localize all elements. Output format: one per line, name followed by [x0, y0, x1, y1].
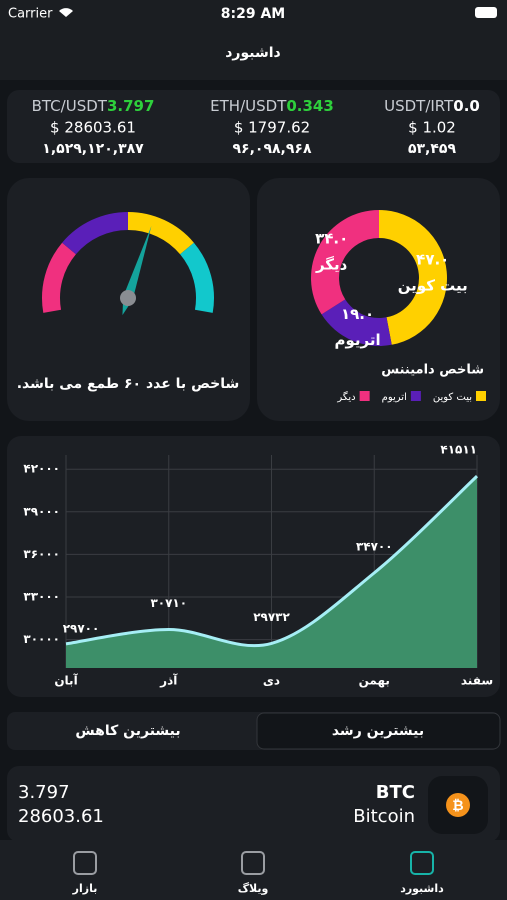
slice-value: ۳۴.۰ — [315, 229, 348, 247]
tab-active — [256, 712, 501, 750]
x-tick-label: سفند — [461, 674, 493, 688]
change: 0.343 — [286, 97, 333, 115]
slice-value: ۱۹.۰ — [341, 305, 374, 323]
coin-price: 28603.61 — [18, 806, 104, 827]
legend-swatch — [476, 391, 486, 401]
dominance-card — [257, 178, 500, 421]
nav-label[interactable]: بازار — [72, 882, 98, 895]
change: 3.797 — [107, 97, 154, 115]
battery-icon — [475, 7, 497, 18]
list-card — [7, 766, 500, 842]
area-line — [65, 475, 479, 648]
carrier: Carrier — [8, 7, 53, 22]
clock: 8:29 AM — [221, 6, 285, 22]
dominance-title: شاخص دامیننس — [381, 363, 484, 378]
donut-slice — [321, 299, 392, 346]
ticker-usd: $ 28603.61 — [50, 119, 136, 137]
legend-swatch — [359, 391, 370, 401]
tab[interactable]: بیشترین کاهش — [75, 723, 180, 739]
ticker-pair: USDT/IRT0.0 — [384, 97, 480, 115]
bitcoin-symbol: ₿ — [452, 798, 463, 814]
y-tick-label: ۳۰۰۰۰ — [23, 632, 60, 646]
top-bar — [0, 0, 507, 80]
slice-name: اتریوم — [334, 331, 380, 349]
pair: USDT/IRT — [384, 97, 454, 115]
coin-symbol: BTC — [376, 782, 415, 803]
y-tick-label: ۳۶۰۰۰ — [23, 547, 60, 561]
ticker-card — [7, 90, 500, 163]
x-tick-label: آبان — [54, 673, 78, 688]
x-tick-label: دی — [263, 674, 280, 688]
nav-icon — [73, 851, 97, 875]
nav-label[interactable]: ویلاگ — [238, 881, 269, 895]
bitcoin-icon — [446, 793, 470, 817]
gauge-segment — [180, 242, 214, 313]
gauge-segment — [128, 212, 194, 255]
y-tick-label: ۳۳۰۰۰ — [23, 590, 60, 604]
gauge-hub — [120, 290, 136, 306]
data-label: ۳۴۷۰۰ — [356, 539, 393, 553]
header-title: داشبورد — [225, 45, 281, 61]
pair: ETH/USDT — [210, 97, 287, 115]
data-label: ۲۹۷۳۲ — [253, 610, 290, 624]
donut-slice — [379, 210, 448, 345]
gauge-segment — [62, 212, 128, 255]
change: 0.0 — [453, 97, 480, 115]
y-tick-label: ۳۹۰۰۰ — [23, 504, 60, 518]
tab[interactable]: بیشترین رشد — [332, 723, 424, 739]
ticker-pair: BTC/USDT3.797 — [32, 97, 155, 115]
legend-label: دیگر — [336, 391, 355, 403]
ticker-irt: ۱,۵۲۹,۱۲۰,۳۸۷ — [42, 141, 144, 157]
slice-value: ۴۷.۰ — [416, 250, 449, 268]
pair: BTC/USDT — [32, 97, 108, 115]
nav-label[interactable]: داشبورد — [400, 882, 444, 895]
slice-name: دیگر — [315, 255, 348, 273]
ticker-irt: ۵۳,۴۵۹ — [408, 141, 456, 157]
x-tick-label: آذر — [159, 673, 178, 688]
gauge-segment — [42, 242, 76, 313]
donut-slice — [310, 210, 379, 315]
ticker-usd: $ 1.02 — [408, 119, 456, 137]
x-tick-label: بهمن — [359, 674, 390, 688]
data-label: ۳۰۷۱۰ — [150, 596, 187, 610]
legend-label: بیت کوین — [433, 392, 472, 403]
legend-swatch — [410, 391, 421, 401]
coin-change: 3.797 — [18, 782, 70, 803]
nav-icon — [241, 851, 265, 875]
y-tick-label: ۴۲۰۰۰ — [23, 462, 60, 476]
ticker-usd: $ 1797.62 — [234, 119, 310, 137]
legend-label: اتریوم — [382, 392, 407, 403]
data-label: ۲۹۷۰۰ — [63, 621, 100, 635]
nav-icon — [410, 851, 434, 875]
area-fill — [66, 476, 477, 668]
slice-name: بیت کوین — [398, 276, 468, 294]
coin-name: Bitcoin — [353, 806, 415, 827]
bottom-nav — [0, 840, 507, 900]
gauge-caption: شاخص با عدد ۶۰ طمع می باشد. — [17, 376, 240, 392]
ticker-irt: ۹۶,۰۹۸,۹۶۸ — [233, 141, 312, 157]
data-label: ۴۱۵۱۱ — [440, 443, 477, 457]
ticker-pair: ETH/USDT0.343 — [210, 97, 334, 115]
wifi-icon — [59, 8, 73, 17]
